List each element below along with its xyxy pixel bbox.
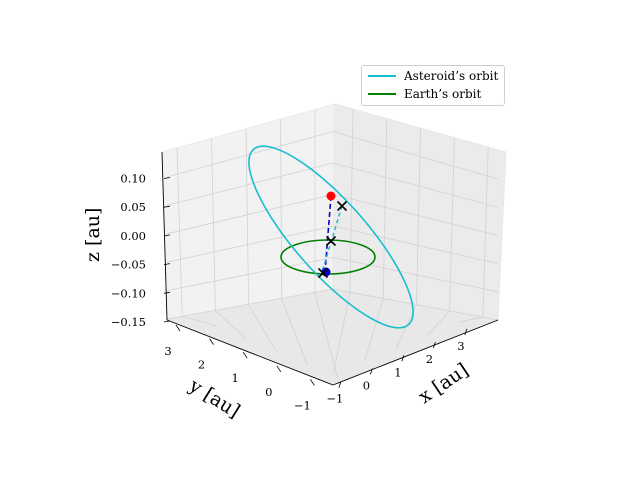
- x-tick-label: 0: [363, 379, 370, 393]
- z-tick-label: 0.10: [120, 172, 146, 186]
- x-tick-mark: [369, 368, 373, 375]
- grid-lines: [166, 108, 499, 380]
- legend: Asteroid’s orbit Earth’s orbit: [361, 65, 505, 106]
- right-pane: [332, 103, 507, 321]
- connector-red-to-blue: [324, 195, 332, 273]
- floor-grid-line-y: [248, 304, 278, 353]
- floor-grid-line-y: [314, 293, 339, 380]
- x-marker-center: [325, 235, 337, 247]
- y-tick-label: 2: [198, 358, 205, 372]
- y-tick-label: 3: [164, 344, 171, 358]
- right-pane-z-grid-line: [332, 131, 499, 180]
- z-tick-label: −0.05: [111, 258, 146, 272]
- legend-swatch-asteroid: [368, 75, 396, 77]
- floor-grid-line-y: [215, 310, 247, 340]
- left-pane-z-grid-line: [166, 225, 334, 263]
- z-tick-mark: [163, 205, 171, 208]
- y-tick-mark: [209, 338, 214, 345]
- x-tick-label: 1: [394, 365, 401, 379]
- tick-labels: −1 0 1 2 3 −0.15 −0.10 −0.05 0.00 0.05 0.10 3 2 1 0 −1: [111, 172, 468, 412]
- left-pane-grid-line: [176, 148, 183, 317]
- x-tick-label: 3: [457, 339, 464, 353]
- y-tick-label: 0: [265, 385, 272, 399]
- left-pane-z-grid-line: [166, 162, 334, 206]
- x-marker-lower: [317, 267, 329, 279]
- y-tick-mark: [276, 365, 282, 373]
- z-tick-label: −0.15: [111, 315, 146, 329]
- red-point-marker: [326, 191, 336, 201]
- z-tick-mark: [163, 291, 171, 294]
- legend-label-asteroid: Asteroid’s orbit: [404, 69, 499, 83]
- x-tick-mark: [432, 341, 436, 349]
- left-pane-grid-line: [245, 129, 249, 306]
- y-tick-label: −1: [294, 398, 311, 412]
- legend-item-asteroid: Asteroid’s orbit: [368, 67, 498, 85]
- legend-swatch-earth: [368, 93, 396, 95]
- y-tick-mark: [310, 379, 315, 386]
- x-tick-label: 2: [426, 352, 433, 366]
- y-axis-line: [166, 319, 334, 386]
- left-pane-z-grid-line: [166, 194, 334, 235]
- left-pane-z-grid-line: [166, 288, 334, 320]
- x-marker-upper: [336, 200, 348, 212]
- y-tick-mark: [242, 351, 248, 359]
- z-tick-label: −0.10: [111, 286, 146, 300]
- right-pane-grid-line: [416, 128, 421, 306]
- connector-cyan-dashed: [321, 205, 343, 273]
- z-tick-label: 0.05: [120, 200, 146, 214]
- data-layer: [248, 145, 414, 329]
- floor-grid-line-x: [427, 310, 450, 336]
- x-tick-mark: [338, 381, 342, 388]
- floor-grid-line-y: [281, 299, 308, 366]
- right-pane-z-grid-line: [332, 257, 499, 293]
- x-tick-mark: [401, 355, 405, 362]
- x-tick-label: −1: [326, 392, 343, 406]
- right-pane-grid-line: [349, 108, 354, 294]
- z-tick-mark: [163, 320, 171, 323]
- z-axis-label: z [au]: [82, 208, 104, 262]
- floor-grid-line-y: [182, 316, 217, 327]
- floor-grid-line-x: [364, 298, 384, 362]
- z-tick-mark: [163, 263, 171, 265]
- y-tick-label: 1: [232, 371, 239, 385]
- right-pane-z-grid-line: [332, 288, 499, 321]
- x-tick-mark: [464, 328, 468, 336]
- left-pane-grid-line: [211, 138, 216, 311]
- right-pane-z-grid-line: [332, 225, 499, 264]
- y-tick-mark: [175, 324, 181, 332]
- floor-grid-line-x: [458, 316, 483, 323]
- right-pane-z-grid-line: [332, 194, 499, 236]
- x-axis-label: x [au]: [414, 359, 472, 408]
- right-pane-grid-line: [382, 118, 388, 300]
- z-tick-mark: [163, 234, 171, 237]
- asteroid-orbit: [248, 145, 414, 329]
- legend-label-earth: Earth’s orbit: [404, 87, 482, 101]
- x-axis-line: [332, 319, 499, 386]
- z-tick-label: 0.00: [120, 229, 146, 243]
- legend-item-earth: Earth’s orbit: [368, 85, 481, 103]
- floor-grid-line-x: [332, 292, 351, 376]
- z-tick-mark: [163, 177, 171, 179]
- right-pane-z-grid-line: [332, 162, 499, 208]
